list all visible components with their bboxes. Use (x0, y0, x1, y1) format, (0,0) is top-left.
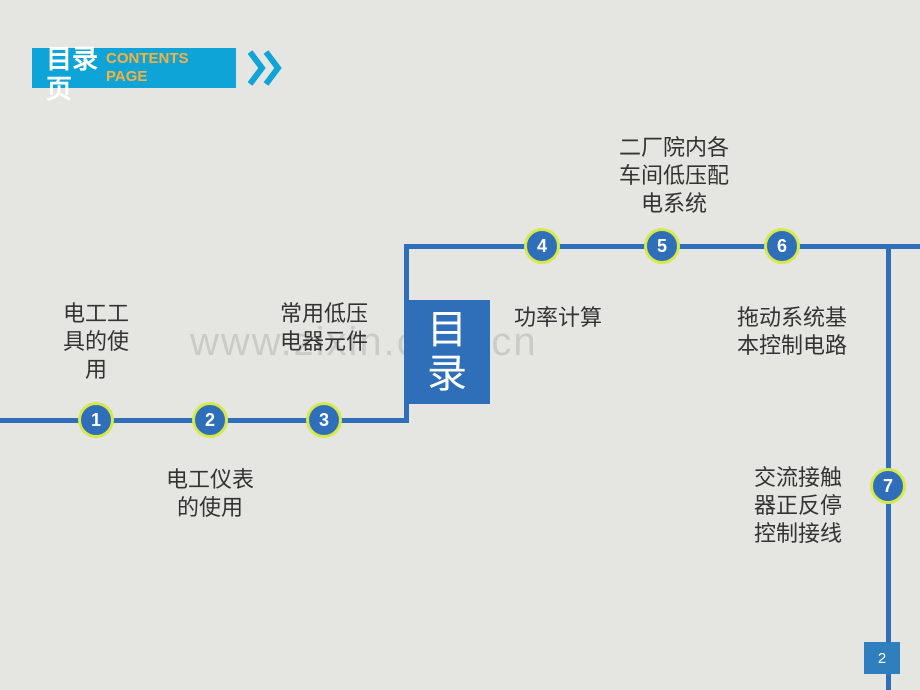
header-title-en: CONTENTS PAGE (106, 50, 189, 86)
node-number: 2 (205, 410, 215, 431)
node-label-7: 交流接触 器正反停 控制接线 (728, 464, 868, 548)
node-number: 7 (883, 476, 893, 497)
node-number: 1 (91, 410, 101, 431)
header-title-cn-line2: 页 (46, 74, 72, 104)
header-title-en-wrap: CONTENTS PAGE (96, 48, 236, 88)
header-title-cn-line1: 目录 (46, 44, 98, 74)
node-3: 3 (306, 402, 342, 438)
node-7: 7 (870, 468, 906, 504)
diagram-center: 目 录 (404, 300, 490, 404)
node-number: 5 (657, 236, 667, 257)
connector-line (886, 244, 891, 690)
page-number-text: 2 (878, 650, 886, 667)
page-number: 2 (864, 642, 900, 674)
node-number: 4 (537, 236, 547, 257)
node-6: 6 (764, 228, 800, 264)
header-title-en-line2: PAGE (106, 68, 147, 85)
node-5: 5 (644, 228, 680, 264)
diagram-center-label: 目 录 (427, 308, 467, 396)
header-title-en-line1: CONTENTS (106, 50, 189, 67)
slide-canvas: 目录 页 CONTENTS PAGE www.zixin.com.cn 目 录 … (0, 0, 920, 690)
node-label-5: 二厂院内各 车间低压配 电系统 (594, 134, 754, 218)
node-label-2: 电工仪表 的使用 (150, 466, 270, 522)
chevron-right-icon (248, 50, 288, 86)
node-2: 2 (192, 402, 228, 438)
node-1: 1 (78, 402, 114, 438)
node-number: 3 (319, 410, 329, 431)
node-label-1: 电工工 具的使 用 (36, 300, 156, 384)
node-label-4: 功率计算 (498, 304, 618, 332)
node-label-3: 常用低压 电器元件 (258, 300, 390, 356)
node-number: 6 (777, 236, 787, 257)
node-4: 4 (524, 228, 560, 264)
node-label-6: 拖动系统基 本控制电路 (712, 304, 872, 360)
